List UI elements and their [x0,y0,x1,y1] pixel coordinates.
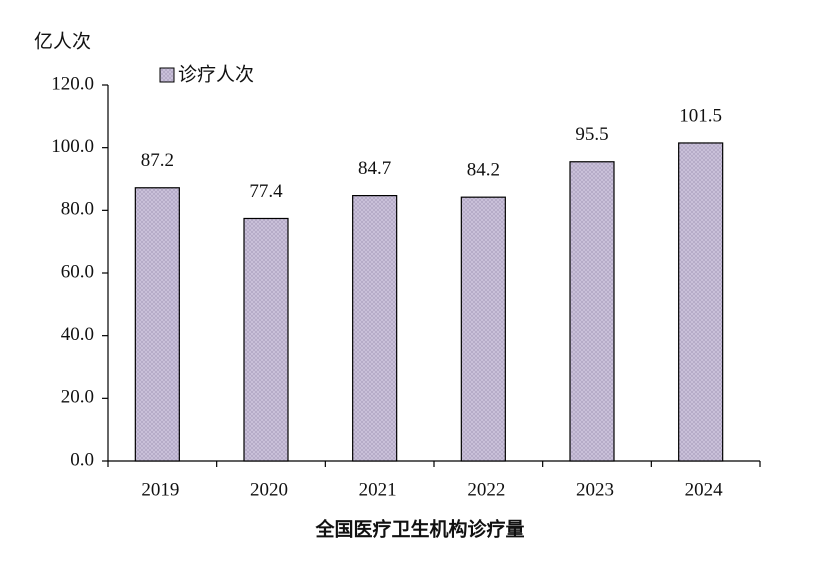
y-tick-label: 80.0 [61,199,94,220]
bar [352,195,398,462]
bar [460,196,506,462]
y-tick-label: 120.0 [51,73,94,94]
y-tick-label: 60.0 [61,261,94,282]
bar [134,187,180,462]
bar [569,161,615,462]
data-label: 84.2 [467,160,500,181]
chart-title: 全国医疗卫生机构诊疗量 [314,518,524,541]
x-tick-label: 2019 [141,479,179,500]
y-tick-label: 0.0 [70,449,94,470]
data-label: 77.4 [249,181,283,202]
y-tick-label: 20.0 [61,387,94,408]
x-tick-label: 2020 [250,479,288,500]
data-label: 95.5 [575,124,608,145]
y-axis-label: 亿人次 [34,31,91,53]
x-tick-label: 2021 [359,479,397,500]
y-tick-label: 100.0 [51,136,94,157]
data-label: 87.2 [141,150,174,171]
x-tick-label: 2022 [467,479,505,500]
data-label: 84.7 [358,158,391,179]
x-tick-label: 2023 [576,479,614,500]
legend-label: 诊疗人次 [178,64,254,86]
bar [678,142,724,462]
x-tick-label: 2024 [685,479,724,500]
data-label: 101.5 [679,105,722,126]
bar [243,217,289,462]
y-tick-label: 40.0 [61,324,94,345]
legend-swatch [159,67,175,83]
